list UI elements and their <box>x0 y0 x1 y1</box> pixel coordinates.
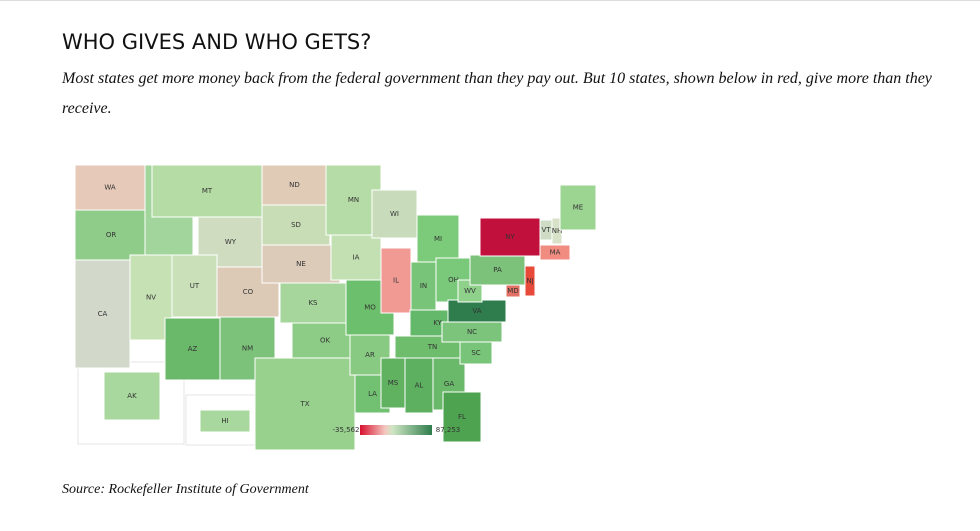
state-label: TX <box>299 400 309 408</box>
state-shape <box>103 371 161 421</box>
source: Source: Rockefeller Institute of Governm… <box>62 482 309 497</box>
state-label: AK <box>127 392 137 400</box>
state-label: ME <box>573 204 583 212</box>
state-shape <box>479 217 541 257</box>
legend-min: -35,562 <box>332 426 359 434</box>
state-shape <box>371 189 418 239</box>
title: WHO GIVES AND WHO GETS? <box>62 30 372 54</box>
state-label: MS <box>388 379 399 387</box>
state-label: OR <box>106 231 117 239</box>
state-label: MD <box>507 287 518 295</box>
state-label: TN <box>427 343 438 351</box>
state-shape <box>330 234 382 281</box>
state-shape <box>279 282 347 324</box>
state-label: LA <box>368 390 377 398</box>
state-label: KS <box>308 299 318 307</box>
state-label: MI <box>434 235 442 243</box>
state-label: WI <box>390 210 399 218</box>
state-shape <box>254 357 356 451</box>
state-label: PA <box>493 266 502 274</box>
state-shape <box>524 265 536 297</box>
state-shape <box>551 217 563 245</box>
state-shape <box>380 247 412 314</box>
state-label: AZ <box>188 345 198 353</box>
state-shape <box>442 391 482 443</box>
state-label: NJ <box>526 277 533 285</box>
state-label: NV <box>146 294 156 302</box>
state-label: IL <box>393 277 399 285</box>
state-shape <box>505 284 521 298</box>
state-label: AL <box>415 382 424 390</box>
state-label: NC <box>467 328 477 336</box>
state-label: VA <box>472 307 481 315</box>
state-shape <box>416 214 460 264</box>
state-label: IA <box>353 254 360 262</box>
state-label: UT <box>190 282 200 290</box>
state-shape <box>261 244 341 284</box>
state-shape <box>261 164 328 206</box>
state-shape <box>164 317 221 381</box>
state-label: NM <box>242 345 253 353</box>
state-shape <box>74 259 131 369</box>
state-label: NH <box>552 227 563 235</box>
state-label: WA <box>104 184 116 192</box>
subtitle: Most states get more money back from the… <box>62 70 932 117</box>
state-label: AR <box>365 351 375 359</box>
state-label: KY <box>433 319 442 327</box>
legend-scale <box>360 425 432 435</box>
state-label: HI <box>221 417 228 425</box>
state-label: MN <box>348 196 359 204</box>
state-shape <box>559 184 597 231</box>
top-rule <box>0 0 980 1</box>
state-label: NE <box>296 260 306 268</box>
state-label: GA <box>444 380 454 388</box>
state-label: OH <box>448 276 459 284</box>
state-label: WV <box>464 287 476 295</box>
state-label: FL <box>458 413 466 421</box>
state-label: SD <box>291 221 301 229</box>
state-shape <box>539 244 571 261</box>
state-label: SC <box>471 349 480 357</box>
state-label: NY <box>505 233 515 241</box>
state-label: MA <box>550 249 561 257</box>
state-shape <box>199 409 251 433</box>
state-label: OK <box>320 337 331 345</box>
state-label: WY <box>225 238 237 246</box>
legend-max: 87,253 <box>436 426 461 434</box>
state-shape <box>261 204 331 246</box>
state-label: ND <box>289 181 300 189</box>
state-label: MO <box>364 304 376 312</box>
state-shape <box>74 164 146 211</box>
state-label: IN <box>420 282 427 290</box>
state-label: VT <box>541 226 551 234</box>
state-label: CO <box>243 288 254 296</box>
state-label: MT <box>202 187 213 195</box>
state-shape <box>410 261 437 311</box>
state-label: CA <box>98 310 108 318</box>
